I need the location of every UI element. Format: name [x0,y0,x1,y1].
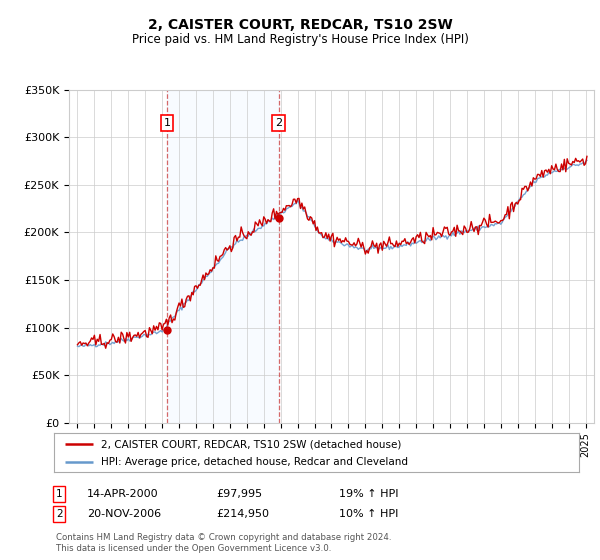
Text: Price paid vs. HM Land Registry's House Price Index (HPI): Price paid vs. HM Land Registry's House … [131,32,469,46]
Text: 2: 2 [56,509,62,519]
Text: 10% ↑ HPI: 10% ↑ HPI [339,509,398,519]
Text: 2, CAISTER COURT, REDCAR, TS10 2SW (detached house): 2, CAISTER COURT, REDCAR, TS10 2SW (deta… [101,439,401,449]
Text: HPI: Average price, detached house, Redcar and Cleveland: HPI: Average price, detached house, Redc… [101,457,408,467]
Bar [167,90,279,423]
Text: Contains HM Land Registry data © Crown copyright and database right 2024.
This d: Contains HM Land Registry data © Crown c… [56,534,391,553]
Text: 19% ↑ HPI: 19% ↑ HPI [339,489,398,499]
Text: 2: 2 [275,118,283,128]
Text: 20-NOV-2006: 20-NOV-2006 [87,509,161,519]
Text: 2, CAISTER COURT, REDCAR, TS10 2SW: 2, CAISTER COURT, REDCAR, TS10 2SW [148,18,452,32]
Text: £214,950: £214,950 [216,509,269,519]
Text: 1: 1 [164,118,170,128]
Text: 1: 1 [56,489,62,499]
Text: £97,995: £97,995 [216,489,262,499]
Text: 14-APR-2000: 14-APR-2000 [87,489,158,499]
